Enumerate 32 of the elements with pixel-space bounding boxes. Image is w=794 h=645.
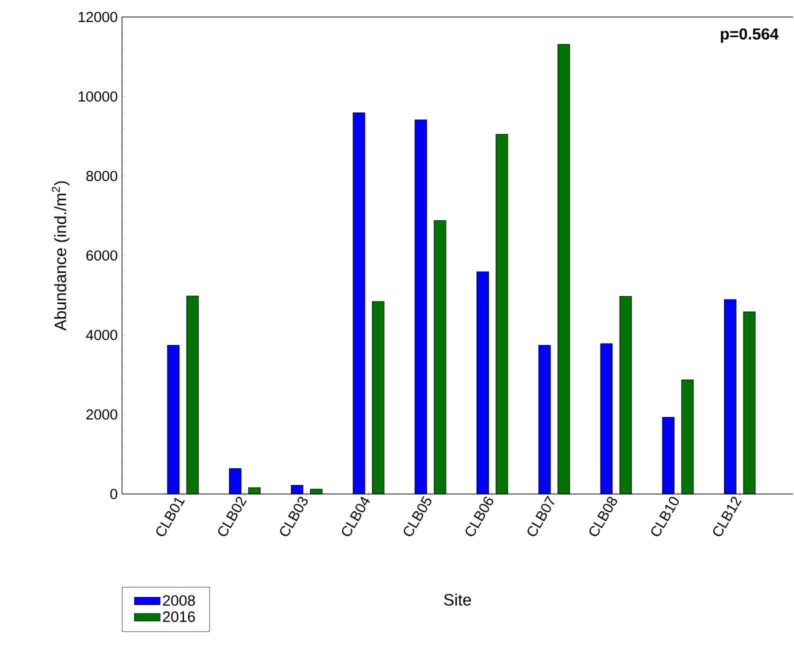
legend-label: 2016: [163, 611, 195, 622]
y-tick-label: 4000: [86, 330, 118, 340]
annotation: p=0.564: [720, 28, 779, 43]
y-axis-title: Abundance (ind./m$^{2}$): [52, 181, 70, 331]
bar: [186, 296, 199, 494]
bar: [600, 343, 613, 494]
bar: [496, 134, 508, 494]
bar: [372, 301, 384, 494]
y-tick-label: 6000: [86, 250, 118, 261]
bar: [662, 416, 675, 494]
bar: [476, 271, 489, 494]
bar: [167, 345, 180, 494]
bar: [434, 220, 446, 494]
legend-label: 2008: [163, 595, 195, 606]
bar: [538, 345, 551, 494]
bar: [743, 312, 756, 494]
bar: [352, 112, 366, 494]
y-tick-label: 8000: [86, 170, 118, 182]
bar: [619, 296, 632, 494]
y-tick-label: 12000: [78, 12, 118, 22]
bar: [558, 44, 570, 494]
x-axis-title: Site: [444, 594, 471, 606]
bar: [724, 299, 736, 494]
bar: [310, 488, 322, 494]
bar: [248, 487, 261, 494]
bar: [681, 380, 694, 494]
bar: [290, 484, 304, 494]
y-tick-label: 10000: [78, 91, 118, 102]
bar: [414, 120, 428, 494]
y-tick-label: 0: [110, 488, 118, 500]
bar: [229, 468, 242, 494]
y-tick-label: 2000: [86, 409, 118, 420]
